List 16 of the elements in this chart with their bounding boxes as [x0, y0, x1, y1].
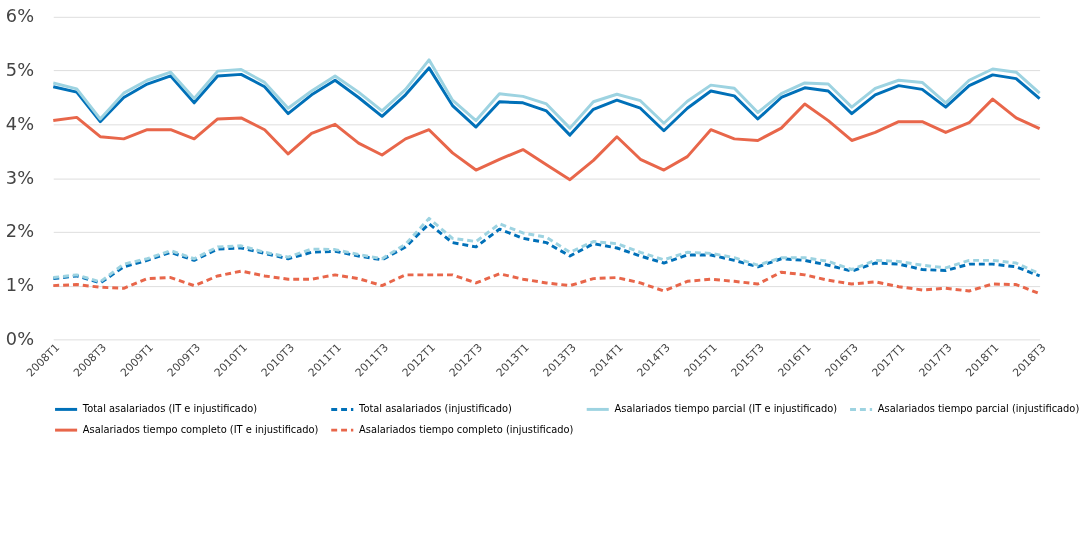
- legend-label: Total asalariados (injustificado): [358, 403, 512, 415]
- y-tick-label: 6%: [5, 6, 35, 27]
- line-series: [51, 97, 1042, 182]
- legend-label: Asalariados tiempo parcial (IT e injustificado): [614, 403, 838, 415]
- legend-label: Asalariados tiempo parcial (injustificado): [877, 403, 1080, 415]
- y-tick-label: 1%: [5, 275, 35, 296]
- line-series: [51, 66, 1042, 137]
- line-series: [51, 58, 1042, 130]
- y-tick-label: 5%: [5, 60, 35, 81]
- y-tick-label: 4%: [5, 113, 35, 134]
- legend-label: Asalariados tiempo completo (IT e injustificado): [82, 424, 319, 436]
- legend-label: Total asalariados (IT e injustificado): [81, 403, 258, 415]
- legend-label: Asalariados tiempo completo (injustificado): [359, 424, 574, 436]
- y-tick-label: 3%: [5, 167, 35, 188]
- y-tick-label: 0%: [5, 328, 35, 349]
- y-tick-label: 2%: [5, 221, 35, 242]
